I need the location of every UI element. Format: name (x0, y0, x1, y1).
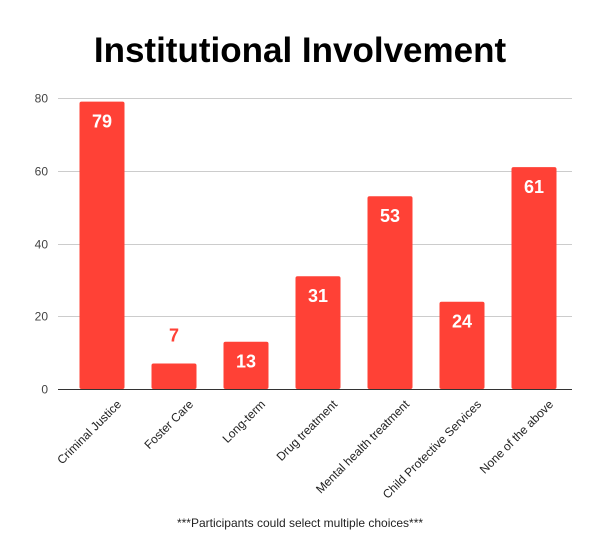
data-label: 61 (524, 177, 544, 197)
bars (79, 101, 557, 389)
data-label: 79 (92, 112, 112, 132)
y-tick-label: 60 (35, 165, 49, 179)
data-label: 24 (452, 312, 472, 332)
y-tick-label: 0 (41, 383, 48, 397)
bar (79, 101, 125, 389)
data-label: 7 (169, 326, 179, 346)
y-tick-label: 20 (35, 310, 49, 324)
data-label: 13 (236, 352, 256, 372)
data-label: 31 (308, 286, 328, 306)
x-category-label: Drug treatment (274, 397, 341, 464)
y-axis-ticks: 0 20 40 60 80 (35, 92, 49, 397)
bar (511, 167, 557, 389)
y-tick-label: 80 (35, 92, 49, 106)
footnote: ***Participants could select multiple ch… (177, 516, 423, 530)
bar (367, 196, 413, 389)
x-axis-categories: Criminal Justice Foster Care Long-term Drug… (54, 397, 556, 502)
x-category-label: Foster Care (141, 397, 196, 452)
bar (223, 341, 269, 389)
y-tick-label: 40 (35, 238, 49, 252)
x-category-label: None of the above (477, 397, 556, 476)
bar (439, 301, 485, 389)
bar (151, 363, 197, 389)
x-category-label: Criminal Justice (54, 397, 124, 467)
chart-title: Institutional Involvement (94, 31, 507, 70)
x-category-label: Long-term (220, 397, 269, 446)
data-labels: 79 7 13 31 53 24 61 (92, 112, 544, 372)
bar (295, 276, 341, 389)
data-label: 53 (380, 206, 400, 226)
